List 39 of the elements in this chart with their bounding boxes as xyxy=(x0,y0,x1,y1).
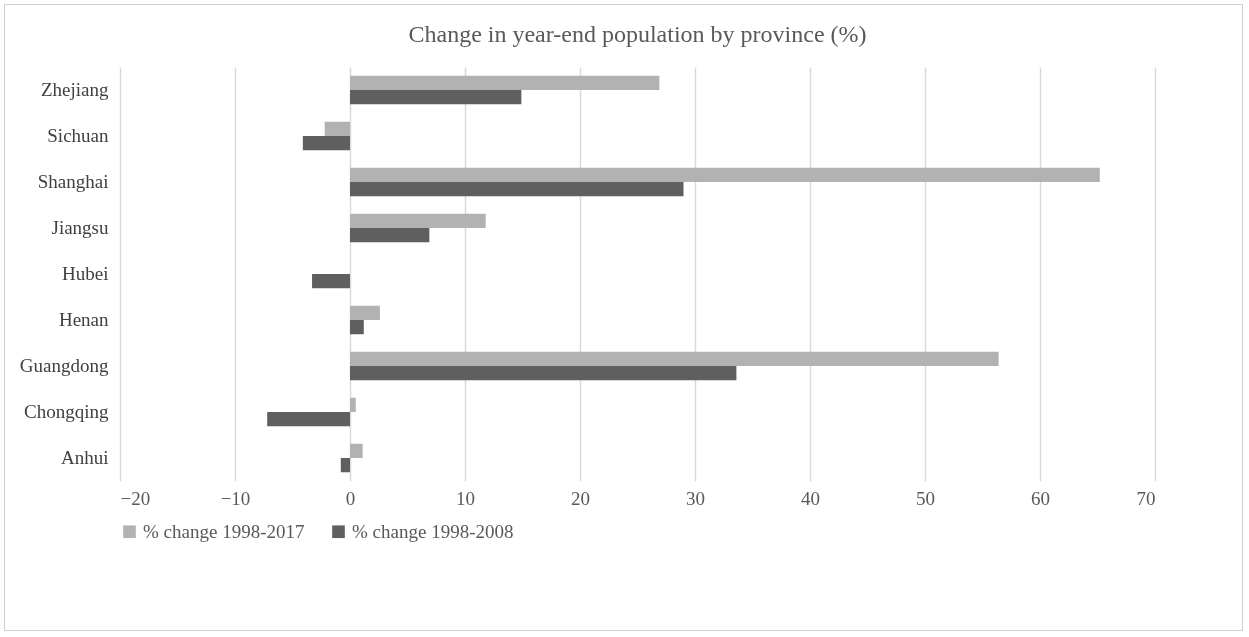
bar xyxy=(267,412,350,427)
x-tick-label: 40 xyxy=(801,487,820,509)
x-tick-label: 70 xyxy=(1136,487,1156,509)
bar xyxy=(350,167,1100,182)
bar xyxy=(302,136,350,151)
bar xyxy=(350,75,660,90)
bar xyxy=(350,443,363,458)
chart-title: Change in year-end population by province (%) xyxy=(408,21,867,47)
bar xyxy=(340,458,350,473)
bar xyxy=(350,90,522,105)
y-tick-label: Zhejiang xyxy=(40,79,109,100)
x-tick-label: 20 xyxy=(571,487,590,509)
y-tick-label: Chongqing xyxy=(24,401,109,422)
x-tick-label: −20 xyxy=(120,487,151,509)
bar xyxy=(350,228,430,243)
x-tick-label: 10 xyxy=(456,487,475,509)
x-tick-label: 50 xyxy=(916,487,935,509)
y-tick-label: Guangdong xyxy=(19,355,109,376)
bar xyxy=(350,320,364,335)
bar xyxy=(350,351,999,366)
y-tick-label: Hubei xyxy=(62,263,109,284)
bar xyxy=(350,366,737,381)
x-tick-label: −10 xyxy=(220,487,251,509)
bar xyxy=(324,121,350,136)
x-tick-label: 60 xyxy=(1031,487,1050,509)
y-tick-label: Jiangsu xyxy=(51,217,109,238)
y-tick-label: Sichuan xyxy=(47,125,109,146)
y-tick-label: Anhui xyxy=(61,447,109,468)
legend-label: % change 1998-2017 xyxy=(143,520,305,542)
bar xyxy=(350,182,684,197)
bar xyxy=(350,397,356,412)
legend-label: % change 1998-2008 xyxy=(352,520,514,542)
y-tick-label: Henan xyxy=(58,309,109,330)
bar xyxy=(312,274,350,289)
bar xyxy=(350,213,486,228)
y-tick-label: Shanghai xyxy=(37,171,109,192)
x-tick-label: 0 xyxy=(345,487,356,509)
bar xyxy=(350,305,380,320)
x-tick-label: 30 xyxy=(686,487,705,509)
